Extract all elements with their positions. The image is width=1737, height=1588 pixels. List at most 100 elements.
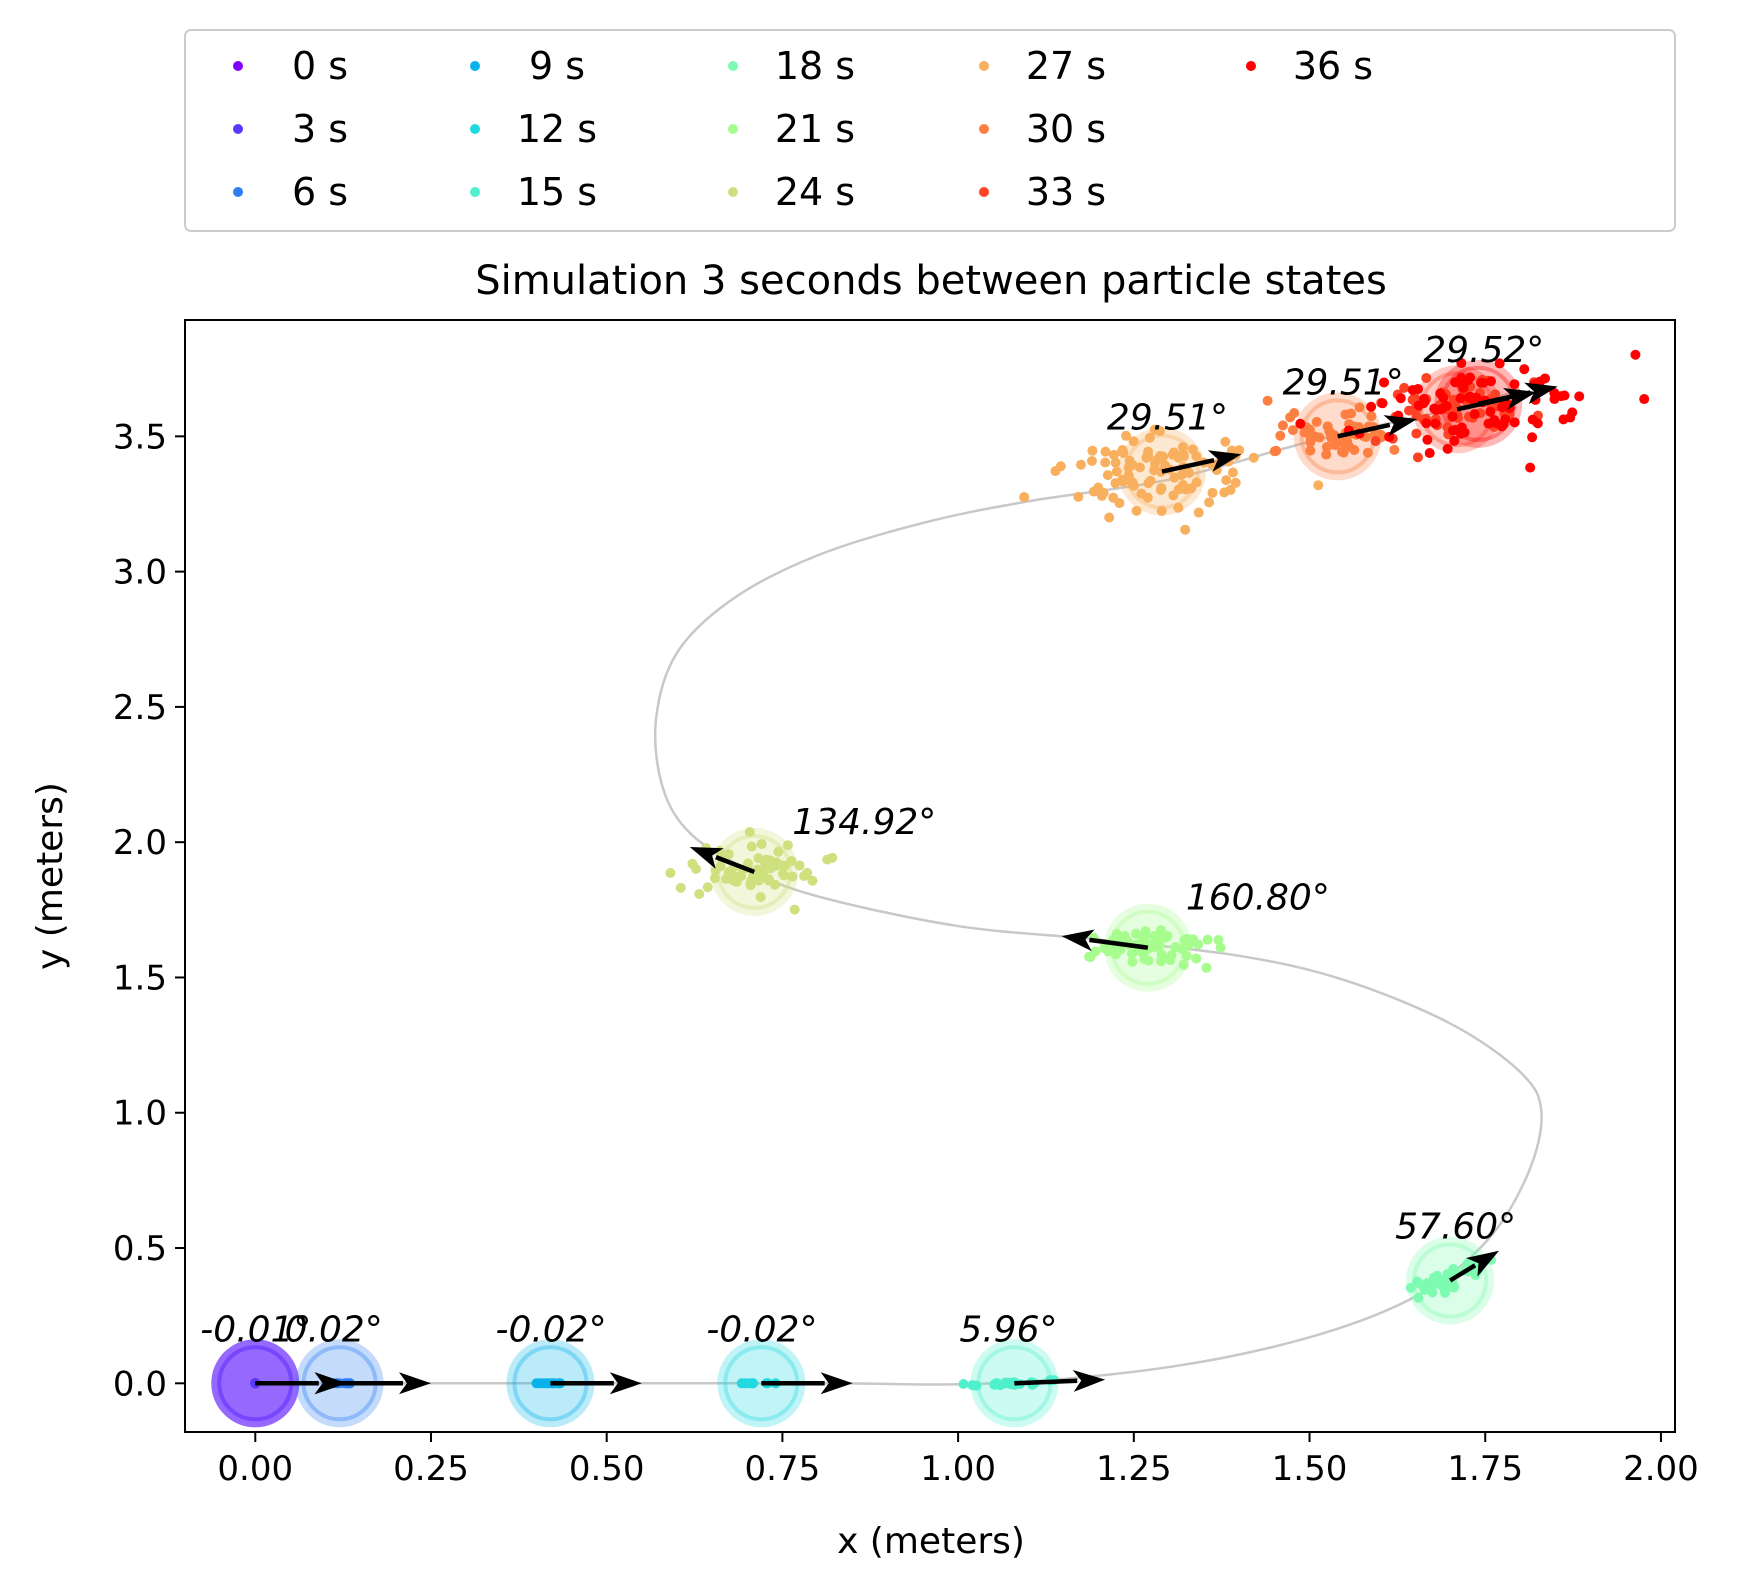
particle-point xyxy=(1574,391,1585,402)
particle-point xyxy=(744,827,755,838)
legend-marker xyxy=(728,124,738,134)
y-tick-label: 3.0 xyxy=(113,553,167,593)
particle-point xyxy=(1187,444,1198,455)
particle-point xyxy=(1314,432,1325,443)
particle-point xyxy=(1469,409,1480,420)
particle-point xyxy=(1379,377,1390,388)
particle-point xyxy=(1421,418,1432,429)
particle-point xyxy=(1447,411,1458,422)
particle-point xyxy=(799,870,810,881)
particle-point xyxy=(1262,395,1273,406)
legend-label: 9 s xyxy=(529,44,585,88)
particle-point xyxy=(744,1378,755,1389)
particle-point xyxy=(1395,393,1406,404)
particle-point xyxy=(1187,934,1198,945)
particle-point xyxy=(1498,401,1509,412)
particle-point xyxy=(794,860,805,871)
particle-point xyxy=(999,1378,1010,1389)
particle-point xyxy=(1142,450,1153,461)
particle-point xyxy=(1471,392,1482,403)
particle-point xyxy=(773,846,784,857)
legend: 0 s 3 s 6 s 9 s 12 s 15 s 18 s 21 s 24 s 27 s 30 s… xyxy=(184,29,1676,232)
heading-angle-label: -0.01° xyxy=(200,1309,311,1350)
particle-point xyxy=(1305,437,1316,448)
particle-point xyxy=(1073,491,1084,502)
heading-arrow-head xyxy=(1207,450,1242,472)
particle-point xyxy=(731,876,742,887)
particle-point xyxy=(1509,417,1520,428)
legend-marker xyxy=(728,61,738,71)
particle-point xyxy=(1096,490,1107,501)
particle-point xyxy=(991,1378,1002,1389)
particle-point xyxy=(1248,452,1259,463)
particle-point xyxy=(1377,398,1388,409)
y-tick-label: 0.0 xyxy=(113,1364,167,1404)
particle-point xyxy=(1465,372,1476,383)
legend-label: 36 s xyxy=(1293,44,1373,88)
legend-label: 0 s xyxy=(292,44,348,88)
particle-point xyxy=(1202,934,1213,945)
legend-frame xyxy=(184,29,1676,232)
x-tick-label: 1.00 xyxy=(920,1449,996,1489)
particle-point xyxy=(1415,1278,1426,1289)
particle-point xyxy=(1128,436,1139,447)
particle-point xyxy=(789,904,800,915)
heading-arrow-shaft xyxy=(1089,937,1149,950)
legend-marker xyxy=(470,187,480,197)
particle-point xyxy=(1277,420,1288,431)
y-axis-label: y (meters) xyxy=(30,782,71,970)
particle-point xyxy=(1321,442,1332,453)
y-tick-label: 2.0 xyxy=(113,823,167,863)
heading-arrow-head xyxy=(1383,415,1418,437)
particle-point xyxy=(748,870,759,881)
particle-point xyxy=(1519,364,1530,375)
particle-point xyxy=(1227,467,1238,478)
particle-point xyxy=(1430,418,1441,429)
particle-point xyxy=(702,882,713,893)
particle-point xyxy=(1525,462,1536,473)
legend-label: 33 s xyxy=(1026,170,1106,214)
particle-point xyxy=(1110,457,1121,468)
particle-point xyxy=(736,1378,747,1389)
particle-point xyxy=(1639,394,1650,405)
heading-arrow-shaft xyxy=(1448,1263,1477,1283)
particle-point xyxy=(1127,459,1138,470)
particle-point xyxy=(710,865,721,876)
particle-point xyxy=(1154,426,1165,437)
heading-arrow-shaft xyxy=(1337,422,1391,439)
particle-point xyxy=(782,840,793,851)
particle-point xyxy=(1219,487,1230,498)
particle-point xyxy=(1102,470,1113,481)
particle-point xyxy=(958,1378,969,1389)
x-tick-label: 1.50 xyxy=(1272,1449,1348,1489)
particle-point xyxy=(1118,476,1129,487)
legend-label: 15 s xyxy=(517,170,597,214)
particle-point xyxy=(1019,492,1030,503)
particle-point xyxy=(1442,1269,1453,1280)
particle-point xyxy=(1169,472,1180,483)
y-tick-label: 3.5 xyxy=(113,417,167,457)
heading-arrow-head xyxy=(1465,1250,1500,1277)
x-tick-label: 2.00 xyxy=(1623,1449,1699,1489)
particle-point xyxy=(1086,455,1097,466)
particle-point xyxy=(1494,358,1505,369)
particle-point xyxy=(1152,454,1163,465)
legend-marker xyxy=(470,124,480,134)
particle-point xyxy=(1173,484,1184,495)
particle-point xyxy=(1449,435,1460,446)
particle-point xyxy=(1389,444,1400,455)
particle-point xyxy=(1438,392,1449,403)
angle-label-layer: -0.01°0.02° -0.02° -0.02° 5.96° 57.60° 160.80… xyxy=(200,330,1544,1350)
particle-point xyxy=(1176,944,1187,955)
particle-point xyxy=(1121,430,1132,441)
particle-point xyxy=(709,873,720,884)
particle-point xyxy=(1168,447,1179,458)
particle-point xyxy=(807,875,818,886)
particle-point xyxy=(1108,449,1119,460)
particle-point xyxy=(1142,492,1153,503)
x-tick-label: 0.25 xyxy=(393,1449,469,1489)
particle-point xyxy=(971,1380,982,1391)
y-tick-label: 0.5 xyxy=(113,1229,167,1269)
x-axis-label: x (meters) xyxy=(837,1521,1025,1562)
